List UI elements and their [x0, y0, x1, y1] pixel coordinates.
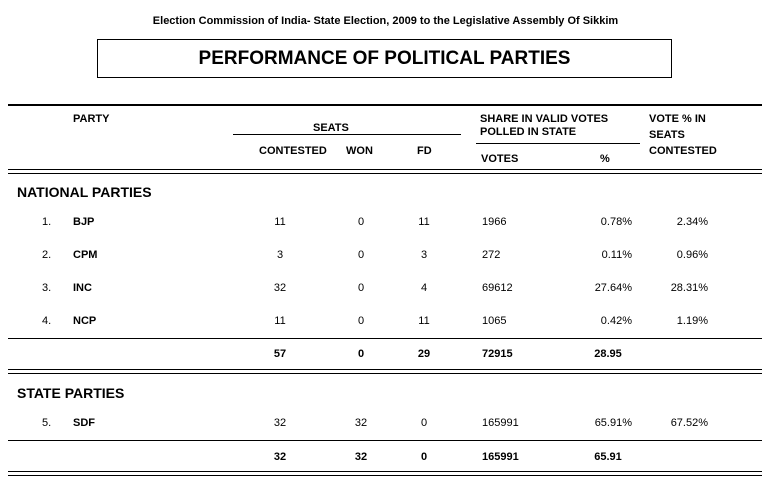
total-won: 32	[354, 451, 368, 463]
votes-value: 272	[482, 249, 501, 261]
col-seats: SEATS	[313, 122, 349, 134]
seat-pct-value: 1.19%	[676, 315, 708, 327]
contested-value: 11	[274, 216, 286, 228]
votes-value: 69612	[482, 282, 513, 294]
national-total-top-rule	[8, 338, 762, 339]
contested-value: 32	[273, 282, 287, 294]
national-total-bottom-rule-1	[8, 369, 762, 370]
seat-pct-value: 2.34%	[676, 216, 708, 228]
party-name: CPM	[73, 249, 98, 261]
party-name: NCP	[73, 315, 97, 327]
row-number: 2.	[42, 249, 52, 261]
won-value: 0	[357, 216, 365, 228]
report-title: Election Commission of India- State Elec…	[152, 15, 619, 27]
contested-value: 11	[274, 315, 286, 327]
total-contested: 57	[273, 348, 287, 360]
total-fd: 0	[420, 451, 428, 463]
col-vote-pct-line2: SEATS	[649, 129, 685, 141]
total-fd: 29	[417, 348, 431, 360]
share-pct-value: 0.42%	[600, 315, 632, 327]
total-contested: 32	[273, 451, 287, 463]
fd-value: 11	[418, 315, 430, 327]
page-title: PERFORMANCE OF POLITICAL PARTIES	[198, 47, 571, 69]
col-share-line2: POLLED IN STATE	[480, 126, 577, 138]
header-top-rule	[8, 104, 762, 106]
won-value: 0	[357, 249, 365, 261]
state-total-bottom-rule-1	[8, 471, 762, 472]
national-total-bottom-rule-2	[8, 373, 762, 374]
votes-value: 1065	[482, 315, 507, 327]
row-number: 5.	[42, 417, 52, 429]
col-party: PARTY	[73, 113, 110, 125]
share-pct-value: 0.11%	[601, 249, 632, 261]
col-votes: VOTES	[481, 153, 519, 165]
col-fd: FD	[417, 145, 432, 157]
state-total-top-rule	[8, 440, 762, 441]
contested-value: 3	[276, 249, 284, 261]
seat-pct-value: 28.31%	[670, 282, 708, 294]
fd-value: 3	[420, 249, 428, 261]
total-won: 0	[357, 348, 365, 360]
col-share-line1: SHARE IN VALID VOTES	[480, 113, 609, 125]
row-number: 4.	[42, 315, 52, 327]
share-pct-value: 65.91%	[594, 417, 632, 429]
section-title-national: NATIONAL PARTIES	[17, 184, 152, 200]
party-name: SDF	[73, 417, 95, 429]
col-vote-pct-line3: CONTESTED	[649, 145, 717, 157]
col-won: WON	[346, 145, 373, 157]
col-contested: CONTESTED	[259, 145, 327, 157]
contested-value: 32	[273, 417, 287, 429]
share-pct-value: 27.64%	[594, 282, 632, 294]
fd-value: 11	[418, 216, 430, 228]
page-title-box: PERFORMANCE OF POLITICAL PARTIES	[97, 39, 672, 78]
share-underline	[476, 143, 640, 144]
won-value: 32	[354, 417, 368, 429]
header-bottom-rule-1	[8, 169, 762, 170]
votes-value: 165991	[482, 417, 519, 429]
section-title-state: STATE PARTIES	[17, 385, 125, 401]
party-name: BJP	[73, 216, 95, 228]
seat-pct-value: 67.52%	[670, 417, 708, 429]
col-vote-pct-line1: VOTE % IN	[649, 113, 706, 125]
seat-pct-value: 0.96%	[676, 249, 708, 261]
header-bottom-rule-2	[8, 173, 762, 174]
votes-value: 1966	[482, 216, 507, 228]
total-votes: 165991	[482, 451, 519, 463]
state-total-bottom-rule-2	[8, 475, 762, 476]
col-percent: %	[600, 153, 610, 165]
share-pct-value: 0.78%	[600, 216, 632, 228]
row-number: 3.	[42, 282, 52, 294]
fd-value: 0	[420, 417, 428, 429]
seats-underline	[233, 134, 461, 135]
won-value: 0	[357, 282, 365, 294]
fd-value: 4	[420, 282, 428, 294]
total-votes: 72915	[482, 348, 513, 360]
row-number: 1.	[42, 216, 52, 228]
total-pct: 65.91	[594, 451, 622, 463]
won-value: 0	[357, 315, 365, 327]
total-pct: 28.95	[594, 348, 622, 360]
party-name: INC	[73, 282, 92, 294]
